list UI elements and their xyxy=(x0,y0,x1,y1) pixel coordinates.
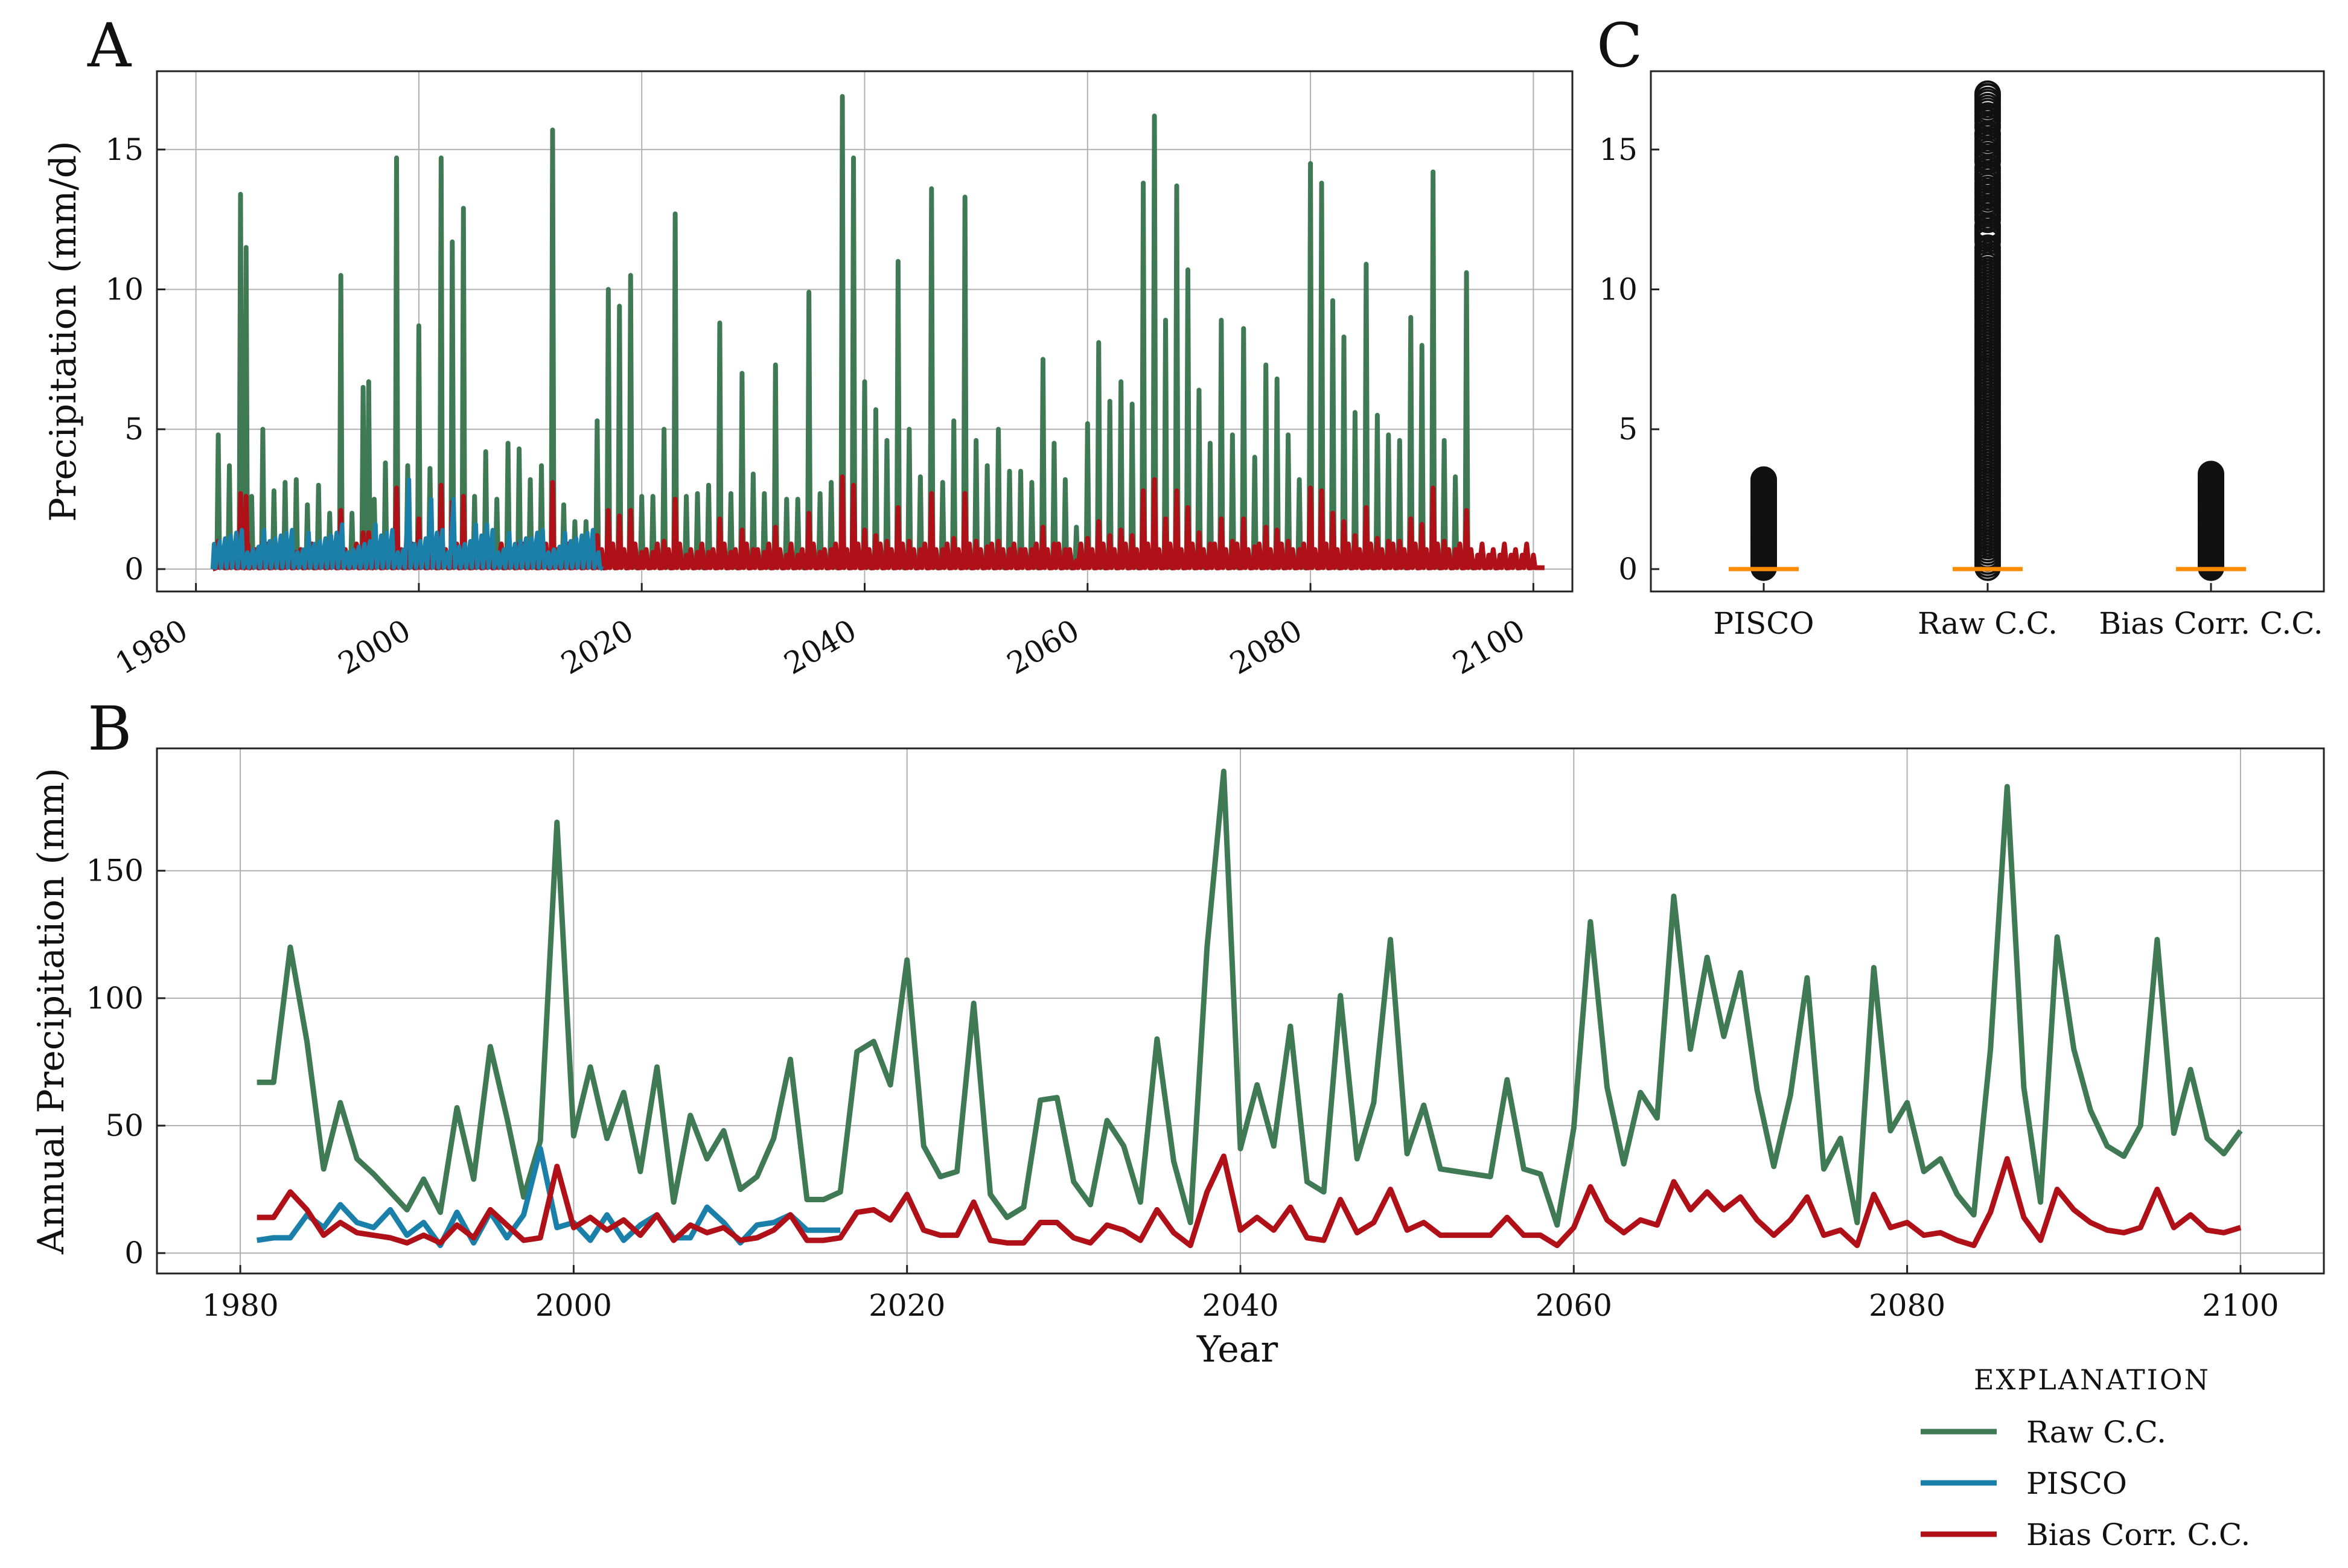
panel-c: 0 5 10 15 PISCO Raw C.C. Bias Corr. C.C. C xyxy=(1597,10,2325,641)
panel-b-x-tick-label: 2000 xyxy=(535,1288,612,1323)
panel-a-x-tick-label: 2080 xyxy=(1224,613,1308,681)
panel-b-y-tick-label: 150 xyxy=(86,853,144,888)
panel-a-y-tick-label: 0 xyxy=(124,552,144,587)
panel-b-x-tick-label: 1980 xyxy=(202,1288,278,1323)
panel-b-x-tick-label: 2100 xyxy=(2202,1288,2279,1323)
panel-b-y-tick-label: 0 xyxy=(124,1235,144,1270)
panel-b-x-axis-label: Year xyxy=(1196,1328,1278,1371)
panel-a-x-tick-label: 1980 xyxy=(109,613,193,681)
panel-c-outlier-marker xyxy=(1974,234,2001,261)
panel-c-x-tick-label: Bias Corr. C.C. xyxy=(2099,606,2323,641)
panel-a-letter: A xyxy=(87,10,132,81)
legend-item-bias: Bias Corr. C.C. xyxy=(1921,1517,2250,1552)
panel-c-y-tick-label: 10 xyxy=(1599,272,1638,307)
panel-c-outlier-marker xyxy=(2198,461,2224,488)
panel-a-y-tick-label: 15 xyxy=(105,132,144,167)
panel-a-y-tick-label: 10 xyxy=(105,272,144,307)
panel-b-x-tick-label: 2060 xyxy=(1536,1288,1612,1323)
panel-a-x-tick-label: 2060 xyxy=(1001,613,1085,681)
panel-c-y-tick-label: 15 xyxy=(1599,132,1638,167)
panel-c-outlier-marker xyxy=(1750,466,1777,493)
legend-label-raw: Raw C.C. xyxy=(2026,1415,2166,1450)
panel-c-outlier-marker xyxy=(1974,92,2001,120)
panel-b-y-tick-label: 50 xyxy=(105,1108,144,1143)
panel-b-x-tick-label: 2080 xyxy=(1869,1288,1945,1323)
panel-a-series-pisco xyxy=(210,477,604,572)
panel-a-series xyxy=(210,94,1545,572)
panel-c-letter: C xyxy=(1597,10,1643,81)
panel-c-x-tick-label: Raw C.C. xyxy=(1918,606,2058,641)
panel-a-y-axis-label: Precipitation (mm/d) xyxy=(42,141,85,521)
panel-c-boxes xyxy=(1729,80,2246,581)
panel-b-x-tick-label: 2040 xyxy=(1202,1288,1278,1323)
panel-b-series xyxy=(257,768,2243,1249)
panel-b-x-tick-label: 2020 xyxy=(869,1288,945,1323)
panel-b-ticks: 1980 2000 2020 2040 2060 2080 2100 0 50 100 150 xyxy=(86,853,2279,1323)
panel-b-series-raw xyxy=(257,768,2243,1228)
panel-b-y-tick-label: 100 xyxy=(86,981,144,1016)
panel-a-x-tick-label: 2000 xyxy=(333,613,416,681)
panel-b-y-axis-label: Annual Precipitation (mm) xyxy=(30,768,72,1255)
legend-label-bias: Bias Corr. C.C. xyxy=(2026,1517,2250,1552)
panel-a: 1980 2000 2020 2040 2060 2080 2100 0 5 10 15 A Pre… xyxy=(42,10,1574,681)
panel-c-outlier-marker xyxy=(1974,102,2001,129)
panel-b-letter: B xyxy=(88,693,132,764)
panel-c-x-tick-label: PISCO xyxy=(1714,606,1814,641)
panel-b-grid xyxy=(157,748,2324,1273)
panel-c-outlier-marker xyxy=(1974,83,2001,110)
panel-c-y-tick-label: 5 xyxy=(1618,412,1638,447)
panel-b-series-bias xyxy=(257,1153,2242,1249)
legend-item-pisco: PISCO xyxy=(1921,1466,2127,1501)
panel-c-y-tick-label: 0 xyxy=(1618,552,1638,587)
legend-item-raw: Raw C.C. xyxy=(1921,1415,2166,1450)
panel-a-x-tick-label: 2020 xyxy=(555,613,639,681)
legend: EXPLANATION Raw C.C. PISCO Bias Corr. C.… xyxy=(1921,1363,2250,1552)
panel-c-ticks: 0 5 10 15 PISCO Raw C.C. Bias Corr. C.C. xyxy=(1599,132,2323,641)
panel-a-x-tick-label: 2100 xyxy=(1447,613,1531,681)
legend-title: EXPLANATION xyxy=(1974,1363,2210,1396)
panel-a-x-tick-label: 2040 xyxy=(778,613,862,681)
panel-a-y-tick-label: 5 xyxy=(124,412,144,447)
legend-label-pisco: PISCO xyxy=(2026,1466,2127,1501)
